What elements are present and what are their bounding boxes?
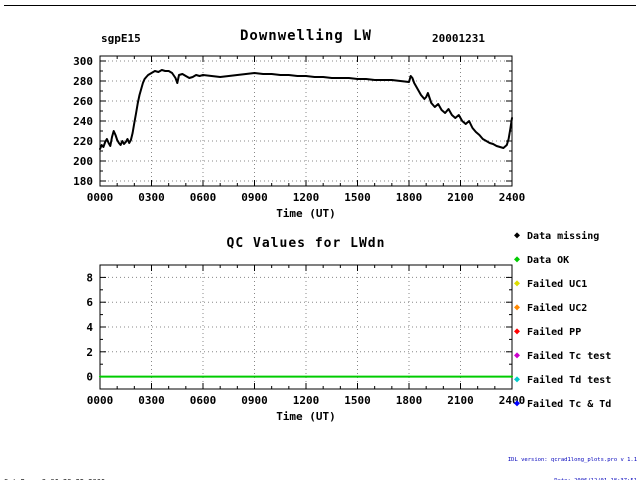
series-LWdn <box>99 69 513 150</box>
diamond-icon: ◆ <box>514 230 521 241</box>
diamond-icon: ◆ <box>514 374 521 385</box>
plot-frame <box>99 264 513 390</box>
legend-label: Failed Tc test <box>527 350 612 362</box>
legend-item: ◆ Failed Tc & Td <box>514 392 611 416</box>
idl-date-text: Date: 2006/12/01 18:37:51 <box>465 478 637 480</box>
x-tick-label: 2100 <box>447 394 474 407</box>
footer-left: Sat Dec 9 06:29:25 2006 Battelle Pacific… <box>4 447 291 480</box>
diamond-icon: ◆ <box>514 254 521 265</box>
station-label: sgpE15 <box>101 32 141 45</box>
x-tick-label: 1800 <box>396 191 423 204</box>
y-tick-label: 240 <box>73 115 93 128</box>
x-tick-label: 1800 <box>396 394 423 407</box>
legend-item: ◆ Failed UC1 <box>514 272 611 296</box>
legend-label: Failed Tc & Td <box>527 398 612 410</box>
x-axis-label: Time (UT) <box>276 207 336 220</box>
x-tick-label: 1500 <box>344 394 371 407</box>
x-tick-label: 0000 <box>87 191 114 204</box>
idl-version-text: IDL version: qcrad1long_plots.pro v 1.1 <box>507 457 637 463</box>
legend-item: ◆ Failed Td test <box>514 368 611 392</box>
x-tick-label: 0000 <box>87 394 114 407</box>
x-tick-label: 0600 <box>190 191 217 204</box>
x-axis-label: Time (UT) <box>276 410 336 423</box>
x-tick-label: 1200 <box>293 394 320 407</box>
x-tick-label: 0900 <box>241 394 268 407</box>
legend-label: Failed UC2 <box>527 302 588 314</box>
y-tick-label: 260 <box>73 95 93 108</box>
y-tick-label: 180 <box>73 175 93 188</box>
timestamp-text: Sat Dec 9 06:29:25 2006 <box>4 475 291 480</box>
x-tick-label: 0300 <box>138 191 165 204</box>
x-tick-label: 0900 <box>241 191 268 204</box>
diamond-icon: ◆ <box>514 398 521 409</box>
legend-item: ◆ Failed PP <box>514 320 611 344</box>
y-tick-label: 4 <box>86 321 93 334</box>
qc-chart-title: QC Values for LWdn <box>226 236 386 251</box>
y-tick-label: 8 <box>86 271 93 284</box>
top-chart-title: Downwelling LW <box>239 28 372 44</box>
legend-item: ◆ Data missing <box>514 224 611 248</box>
diamond-icon: ◆ <box>514 278 521 289</box>
legend-label: Data OK <box>527 254 570 266</box>
y-tick-label: 300 <box>73 55 93 68</box>
y-tick-label: 200 <box>73 155 93 168</box>
diamond-icon: ◆ <box>514 326 521 337</box>
legend-item: ◆ Data OK <box>514 248 611 272</box>
x-tick-label: 1200 <box>293 191 320 204</box>
qc-legend: ◆ Data missing ◆ Data OK ◆ Failed UC1 ◆ … <box>514 224 611 416</box>
diamond-icon: ◆ <box>514 350 521 361</box>
date-label: 20001231 <box>432 32 485 45</box>
footer-right: IDL version: qcrad1long_plots.pro v 1.1 … <box>465 443 637 480</box>
y-tick-label: 6 <box>86 296 93 309</box>
x-tick-label: 2400 <box>499 394 526 407</box>
top-border-line <box>4 5 636 6</box>
legend-label: Data missing <box>527 230 600 242</box>
legend-label: Failed UC1 <box>527 278 588 290</box>
x-tick-label: 2400 <box>499 191 526 204</box>
legend-label: Failed PP <box>527 326 582 338</box>
legend-item: ◆ Failed UC2 <box>514 296 611 320</box>
legend-label: Failed Td test <box>527 374 612 386</box>
x-tick-label: 0600 <box>190 394 217 407</box>
legend-item: ◆ Failed Tc test <box>514 344 611 368</box>
x-tick-label: 1500 <box>344 191 371 204</box>
y-tick-label: 2 <box>86 346 93 359</box>
x-tick-label: 0300 <box>138 394 165 407</box>
y-tick-label: 0 <box>86 371 93 384</box>
diamond-icon: ◆ <box>514 302 521 313</box>
x-tick-label: 2100 <box>447 191 474 204</box>
y-tick-label: 220 <box>73 135 93 148</box>
y-tick-label: 280 <box>73 75 93 88</box>
